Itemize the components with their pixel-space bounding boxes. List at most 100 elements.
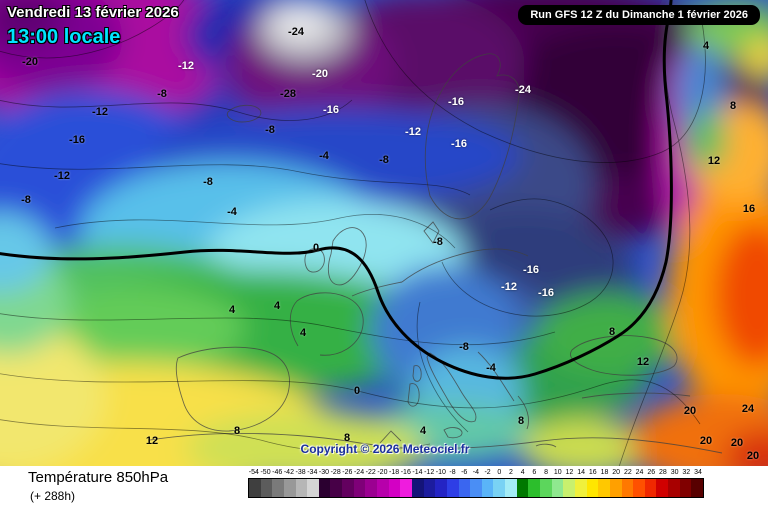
- temp-label: -4: [486, 362, 496, 374]
- legend-tick: -54: [248, 469, 259, 476]
- legend-tick: 12: [565, 469, 574, 476]
- legend-cell: [563, 479, 575, 497]
- legend-cell: [388, 479, 401, 497]
- legend-cell: [423, 479, 436, 497]
- temp-label: -16: [523, 264, 539, 276]
- legend-cell: [330, 479, 343, 497]
- legend-tick: -50: [260, 469, 271, 476]
- temp-label: 8: [517, 415, 525, 427]
- temp-label: -4: [319, 150, 329, 162]
- temp-label: 12: [707, 155, 721, 167]
- legend-tick: -2: [484, 469, 491, 476]
- legend-tick: 18: [600, 469, 609, 476]
- temp-label: 20: [683, 405, 697, 417]
- legend-tick: -24: [353, 469, 365, 476]
- legend-cell: [249, 479, 261, 497]
- temp-label: -20: [22, 56, 38, 68]
- temp-label: 20: [730, 437, 744, 449]
- temp-label: -4: [227, 206, 237, 218]
- legend-tick: 20: [612, 469, 621, 476]
- legend-tick: -26: [342, 469, 353, 476]
- temp-label: -24: [515, 84, 531, 96]
- map-title: Température 850hPa: [28, 469, 169, 486]
- temp-label: 4: [273, 300, 281, 312]
- legend-tick: -10: [435, 469, 446, 476]
- temp-label: -16: [538, 287, 554, 299]
- legend-cell: [458, 479, 471, 497]
- legend-values: -54 -50 -46 -42 -38 -34 -30 -28 -26 -24 -22 -20 -18-…: [248, 468, 704, 478]
- temp-label: -12: [178, 60, 194, 72]
- temp-label: -8: [459, 341, 469, 353]
- temp-label: 8: [233, 425, 241, 437]
- legend-tick: -8: [449, 469, 456, 476]
- legend-cell: [656, 479, 669, 497]
- legend-tick: -42: [283, 469, 294, 476]
- legend-tick: 10: [553, 469, 562, 476]
- legend-bar: [248, 478, 704, 498]
- temp-label: -16: [323, 104, 339, 116]
- legend-cell: [365, 479, 378, 497]
- temp-label: -8: [157, 88, 167, 100]
- isotherms: [0, 0, 706, 466]
- map-graphic: [0, 0, 768, 466]
- legend-tick: 16: [588, 469, 597, 476]
- legend-tick: 30: [670, 469, 679, 476]
- temp-label: 0: [312, 242, 320, 254]
- temp-label: -8: [379, 154, 389, 166]
- copyright-text: Copyright © 2026 Meteociel.fr: [300, 442, 470, 456]
- temp-label: 4: [702, 40, 710, 52]
- legend-cell: [574, 479, 587, 497]
- legend-tick: 22: [623, 469, 632, 476]
- temp-label: -12: [501, 281, 517, 293]
- legend-cell: [318, 479, 331, 497]
- legend-cell: [435, 479, 447, 497]
- legend-cell: [260, 479, 273, 497]
- legend-tick: 26: [647, 469, 656, 476]
- temp-label: -16: [69, 134, 85, 146]
- temp-label: 8: [729, 100, 737, 112]
- legend-cell: [342, 479, 354, 497]
- temp-label: 4: [419, 425, 427, 437]
- legend-tick: -14: [412, 469, 423, 476]
- legend-tick: -22: [365, 469, 376, 476]
- legend-cell: [446, 479, 459, 497]
- temperature-legend: -54 -50 -46 -42 -38 -34 -30 -28 -26 -24 -22 -20 -18-…: [248, 468, 704, 498]
- legend-tick: 0: [497, 469, 502, 476]
- legend-cell: [272, 479, 284, 497]
- legend-cell: [528, 479, 541, 497]
- temp-label: 12: [145, 435, 159, 447]
- legend-tick: -4: [472, 469, 480, 476]
- legend-tick: -38: [295, 469, 306, 476]
- legend-tick: 4: [520, 469, 525, 476]
- forecast-date: Vendredi 13 février 2026: [7, 4, 179, 21]
- legend-tick: 14: [577, 469, 585, 476]
- legend-tick: -6: [461, 469, 468, 476]
- legend-cell: [679, 479, 692, 497]
- temperature-map: -20 -12 -16 -12 -8 -12 -8 -8 -4 -24 -20 -28 -8 -16 -4 -…: [0, 0, 768, 466]
- temp-label: -8: [21, 194, 31, 206]
- temp-label: -12: [405, 126, 421, 138]
- temp-label: -12: [92, 106, 108, 118]
- temp-label: 24: [741, 403, 755, 415]
- legend-tick: 24: [635, 469, 644, 476]
- legend-cell: [609, 479, 622, 497]
- legend-tick: 34: [694, 469, 702, 476]
- legend-tick: 6: [532, 469, 537, 476]
- temp-label: -28: [280, 88, 296, 100]
- legend-cell: [470, 479, 482, 497]
- legend-tick: 28: [659, 469, 667, 476]
- legend-cell: [353, 479, 366, 497]
- temp-label: 8: [608, 326, 616, 338]
- temp-label: -12: [54, 170, 70, 182]
- legend-cell: [481, 479, 494, 497]
- legend-cell: [307, 479, 319, 497]
- legend-cell: [493, 479, 506, 497]
- legend-tick: -16: [400, 469, 411, 476]
- legend-tick: -46: [272, 469, 283, 476]
- legend-tick: -34: [307, 469, 318, 476]
- forecast-time: 13:00 locale: [7, 26, 121, 48]
- legend-cell: [411, 479, 424, 497]
- temp-label: -8: [203, 176, 213, 188]
- legend-tick: -12: [424, 469, 435, 476]
